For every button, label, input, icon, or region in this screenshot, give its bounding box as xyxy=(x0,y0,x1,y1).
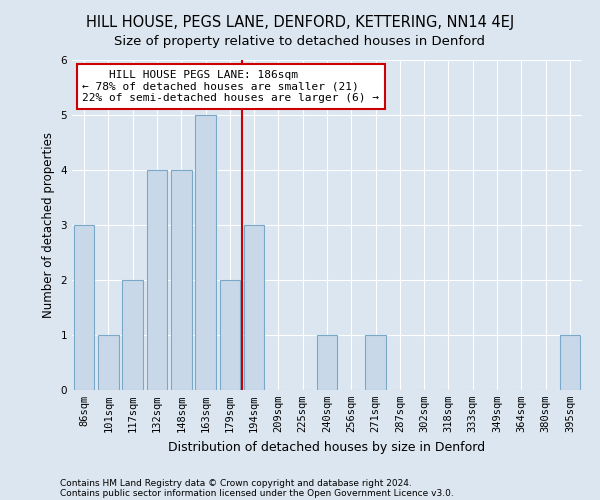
Text: Contains HM Land Registry data © Crown copyright and database right 2024.: Contains HM Land Registry data © Crown c… xyxy=(60,478,412,488)
Bar xyxy=(317,335,337,390)
Bar xyxy=(74,225,94,390)
Bar xyxy=(244,225,265,390)
Text: HILL HOUSE, PEGS LANE, DENFORD, KETTERING, NN14 4EJ: HILL HOUSE, PEGS LANE, DENFORD, KETTERIN… xyxy=(86,15,514,30)
Bar xyxy=(560,335,580,390)
Bar xyxy=(171,170,191,390)
Bar xyxy=(365,335,386,390)
Y-axis label: Number of detached properties: Number of detached properties xyxy=(42,132,55,318)
Bar xyxy=(98,335,119,390)
Text: HILL HOUSE PEGS LANE: 186sqm
← 78% of detached houses are smaller (21)
22% of se: HILL HOUSE PEGS LANE: 186sqm ← 78% of de… xyxy=(82,70,379,103)
Bar xyxy=(220,280,240,390)
Bar xyxy=(146,170,167,390)
Text: Size of property relative to detached houses in Denford: Size of property relative to detached ho… xyxy=(115,35,485,48)
Bar xyxy=(195,115,216,390)
X-axis label: Distribution of detached houses by size in Denford: Distribution of detached houses by size … xyxy=(169,440,485,454)
Bar xyxy=(122,280,143,390)
Text: Contains public sector information licensed under the Open Government Licence v3: Contains public sector information licen… xyxy=(60,488,454,498)
